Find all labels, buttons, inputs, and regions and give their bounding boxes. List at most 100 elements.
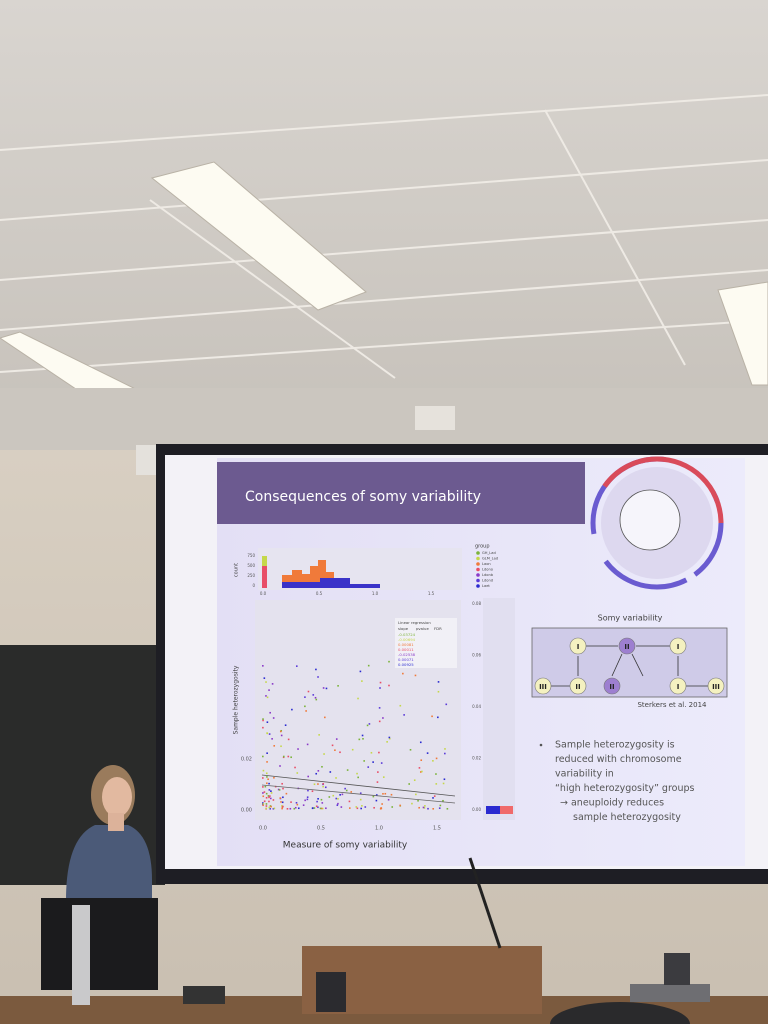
scatter-dot <box>306 798 309 801</box>
scatter-dot <box>418 806 420 809</box>
scatter-dot <box>262 718 264 720</box>
scatter-dot <box>265 805 268 807</box>
scatter-dot <box>423 807 426 809</box>
scatter-dot <box>296 803 299 806</box>
scatter-dot <box>324 716 326 719</box>
scatter-dot <box>294 806 297 809</box>
scatter-dot <box>317 676 319 678</box>
scatter-dot <box>272 807 275 810</box>
tick-label: 0.08 <box>472 601 481 606</box>
scatter-dot <box>388 736 391 739</box>
scatter-dot <box>444 748 446 750</box>
table-header: Linear regression <box>398 620 431 625</box>
scatter-dot <box>295 801 298 804</box>
scatter-dot <box>262 665 264 667</box>
scatter-dot <box>380 762 383 764</box>
scatter-dot <box>378 751 380 754</box>
scatter-dot <box>324 786 327 789</box>
scatter-dot <box>439 804 442 807</box>
diagram-node <box>618 637 636 655</box>
scatter-dot <box>357 697 359 700</box>
scatter-dot <box>443 778 446 781</box>
scatter-dot <box>334 749 336 752</box>
scatter-dot <box>273 776 275 779</box>
scatter-dot <box>307 789 309 792</box>
scatter-dot <box>321 807 324 810</box>
scatter-dot <box>295 665 298 667</box>
scatter-dot <box>359 792 362 795</box>
ceiling-beam <box>0 388 768 450</box>
tick-label: 0.02 <box>241 757 252 763</box>
node-label: I <box>677 683 680 691</box>
scatter-dot <box>433 795 436 797</box>
scatter-dot <box>282 796 284 799</box>
scatter-dot <box>265 796 268 799</box>
scatter-dot <box>357 776 359 779</box>
scatter-dot <box>270 790 272 792</box>
legend-swatch <box>476 562 480 566</box>
tick-label: 0.00 <box>472 807 481 812</box>
scatter-dot <box>418 767 421 769</box>
tree-center <box>619 489 681 551</box>
tick-label: 0.00 <box>241 808 252 814</box>
tick-label: 1.5 <box>428 591 435 596</box>
scatter-dot <box>315 698 318 701</box>
legend-entry: Ldond <box>482 579 493 583</box>
citation: Sterkers et al. 2014 <box>637 701 707 709</box>
scatter-dot <box>325 687 328 690</box>
scatter-dot <box>399 804 401 807</box>
table-header: pvalue <box>416 626 429 631</box>
person-face <box>102 777 132 817</box>
scatter-dot <box>320 798 323 801</box>
scatter-dot <box>363 760 365 762</box>
monitor <box>41 898 158 990</box>
scatter-dot <box>420 759 423 761</box>
scatter-dot <box>307 775 310 778</box>
scatter-dot <box>351 748 354 751</box>
legend-swatch <box>476 584 480 588</box>
scatter-dot <box>445 703 448 706</box>
axis-label: count <box>234 563 240 577</box>
scatter-dot <box>272 799 275 801</box>
scatter-dot <box>321 765 323 768</box>
scatter-dot <box>262 792 264 794</box>
scatter-dot <box>346 769 349 771</box>
scatter-dot <box>265 772 268 775</box>
scatter-dot <box>350 791 353 793</box>
scatter-dot <box>344 787 346 790</box>
scatter-dot <box>376 781 379 783</box>
scatter-dot <box>320 807 323 810</box>
node-label: I <box>577 643 580 651</box>
scatter-dot <box>304 696 306 698</box>
scatter-dot <box>284 724 287 726</box>
scatter-dot <box>356 807 359 810</box>
table-cell: -0.02538 <box>398 652 416 657</box>
scatter-dot <box>265 695 267 697</box>
scatter-dot <box>262 726 264 729</box>
scatter-dot <box>345 789 348 792</box>
diagram-node <box>669 637 687 655</box>
scatter-dot <box>267 795 270 797</box>
table-cell: -0.00694 <box>398 637 416 642</box>
scatter-dot <box>379 807 382 810</box>
diagram-node <box>534 677 552 695</box>
scatter-dot <box>263 677 266 679</box>
scatter-dot <box>414 674 417 677</box>
title-bar <box>217 462 585 524</box>
scatter-dot <box>444 752 446 755</box>
scatter-dot <box>302 804 305 806</box>
bullet-text: Sample heterozygosity is reduced with chr… <box>555 740 695 824</box>
scatter-dot <box>263 791 266 793</box>
scatter-dot <box>271 683 274 685</box>
scatter-dot <box>265 803 268 805</box>
scatter-dot <box>427 807 429 810</box>
scatter-dot <box>311 807 314 810</box>
scatter-dot <box>359 670 362 673</box>
table-header: slope <box>398 626 409 631</box>
bullet-line: “high heterozygosity” groups <box>555 783 695 794</box>
bullet-line: sample heterozygosity <box>573 812 681 823</box>
scatter-dot <box>306 796 309 799</box>
scatter-dot <box>438 807 441 809</box>
tick-label: 0.0 <box>260 591 267 596</box>
